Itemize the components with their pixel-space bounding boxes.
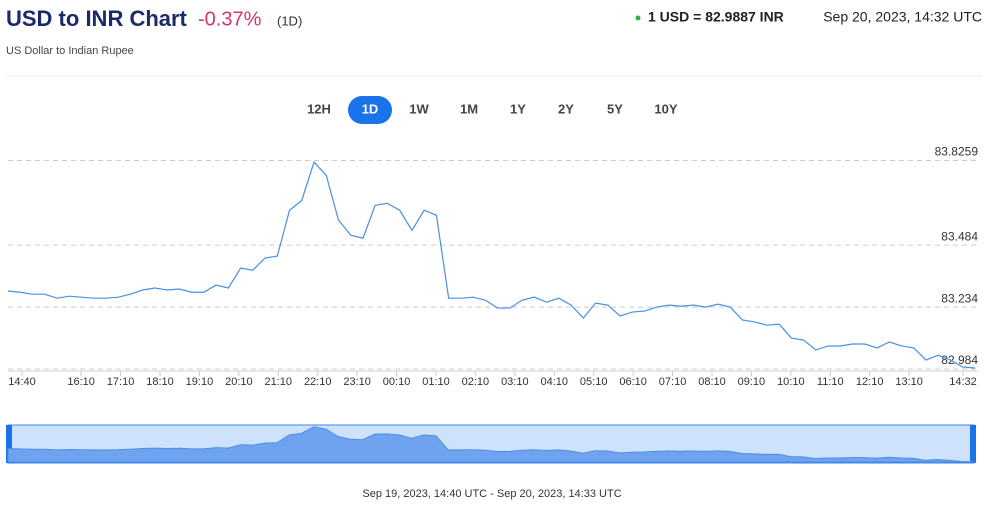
rate: 1 USD = 82.9887 INR — [648, 9, 784, 25]
navigator-area — [7, 426, 975, 463]
x-tick-label: 06:10 — [619, 376, 647, 388]
y-tick-label: 83.8259 — [935, 145, 979, 159]
x-tick-label: 02:10 — [462, 376, 490, 388]
x-tick-label: 03:10 — [501, 376, 529, 388]
navigator-range: Sep 19, 2023, 14:40 UTC - Sep 20, 2023, … — [362, 488, 621, 500]
price-line — [7, 161, 976, 369]
range-button[interactable]: 1Y — [510, 101, 526, 116]
x-tick-label: 17:10 — [107, 376, 135, 388]
x-tick-label: 09:10 — [738, 376, 766, 388]
subtitle: US Dollar to Indian Rupee — [6, 45, 134, 57]
y-tick-label: 83.234 — [941, 291, 978, 305]
change: -0.37% — [198, 8, 262, 30]
x-tick-label: 16:10 — [67, 376, 95, 388]
x-tick-label: 14:40 — [8, 376, 36, 388]
handle[interactable] — [6, 425, 12, 463]
x-tick-label: 13:10 — [895, 376, 923, 388]
period: (1D) — [277, 13, 302, 28]
range-button[interactable]: 1M — [460, 101, 478, 116]
title: USD to INR Chart — [6, 6, 188, 31]
range-button[interactable]: 1W — [409, 101, 429, 116]
range-button[interactable]: 12H — [307, 101, 331, 116]
handle[interactable] — [970, 425, 976, 463]
status-dot — [635, 15, 641, 21]
range-button-bg — [348, 96, 392, 124]
x-tick-label: 21:10 — [265, 376, 293, 388]
y-tick-label: 83.484 — [941, 229, 978, 243]
x-tick-label: 18:10 — [146, 376, 174, 388]
range-button[interactable]: 1D — [362, 101, 379, 116]
x-tick-label: 08:10 — [698, 376, 726, 388]
x-tick-label: 07:10 — [659, 376, 687, 388]
x-tick-label: 20:10 — [225, 376, 253, 388]
x-tick-label: 00:10 — [383, 376, 411, 388]
x-tick-label: 10:10 — [777, 376, 805, 388]
range-button[interactable]: 2Y — [558, 101, 574, 116]
x-tick-label: 22:10 — [304, 376, 332, 388]
range-button[interactable]: 5Y — [607, 101, 623, 116]
timestamp: Sep 20, 2023, 14:32 UTC — [823, 9, 982, 25]
x-tick-label: 05:10 — [580, 376, 608, 388]
x-tick-label: 12:10 — [856, 376, 884, 388]
x-tick-label: 01:10 — [422, 376, 450, 388]
x-tick-label: 11:10 — [817, 376, 844, 388]
x-tick-label: 14:32 — [949, 376, 977, 388]
x-tick-label: 19:10 — [186, 376, 214, 388]
x-tick-label: 04:10 — [541, 376, 569, 388]
range-button[interactable]: 10Y — [654, 101, 677, 116]
y-tick-label: 82.984 — [941, 353, 978, 367]
x-tick-label: 23:10 — [343, 376, 371, 388]
